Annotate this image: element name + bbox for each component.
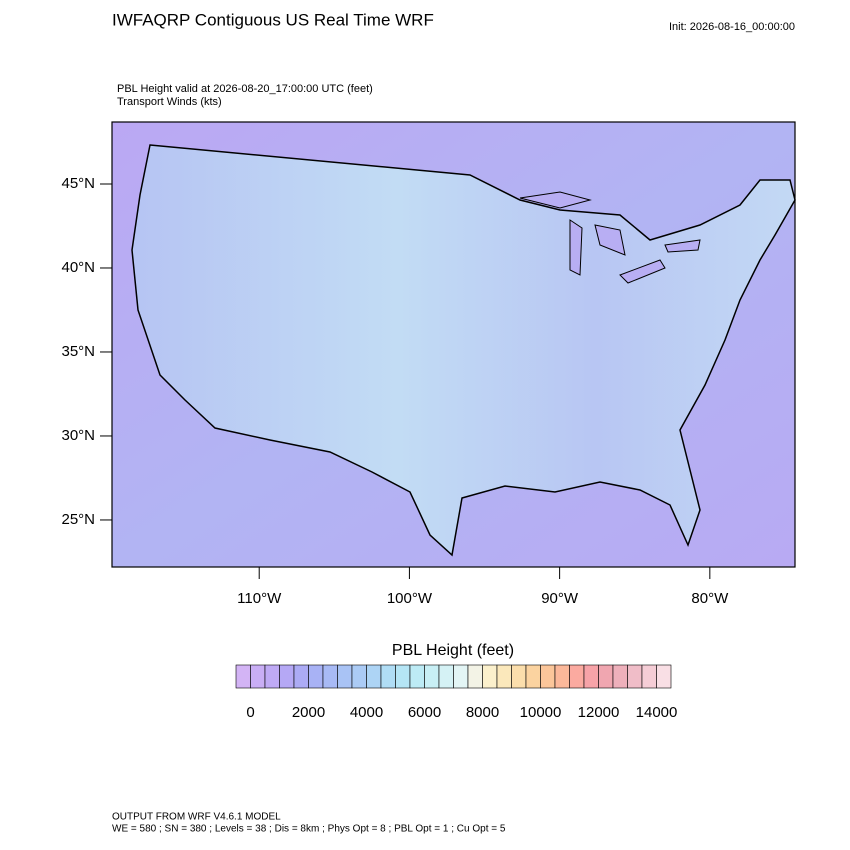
- colorbar-box: [656, 664, 672, 689]
- colorbar-box: [453, 664, 469, 689]
- colorbar-box: [337, 664, 353, 689]
- wind-line: Transport Winds (kts): [117, 96, 222, 108]
- colorbar-box: [322, 664, 338, 689]
- colorbar-label: 8000: [466, 704, 499, 721]
- colorbar-box: [438, 664, 454, 689]
- colorbar-label: 10000: [520, 704, 562, 721]
- colorbar-box: [264, 664, 280, 689]
- colorbar-box: [496, 664, 512, 689]
- colorbar-box: [482, 664, 498, 689]
- x-tick-label: 110°W: [237, 590, 282, 607]
- colorbar-box: [583, 664, 599, 689]
- colorbar-box: [511, 664, 527, 689]
- colorbar-label: 2000: [292, 704, 325, 721]
- colorbar-label: 14000: [636, 704, 678, 721]
- y-tick-label: 45°N: [61, 175, 95, 192]
- x-tick-label: 90°W: [541, 590, 579, 607]
- colorbar-label: 12000: [578, 704, 620, 721]
- colorbar-box: [395, 664, 411, 689]
- colorbar-box: [293, 664, 309, 689]
- field-line: PBL Height valid at 2026-08-20_17:00:00 …: [117, 83, 373, 95]
- colorbar-box: [308, 664, 324, 689]
- colorbar-title: PBL Height (feet): [392, 642, 514, 659]
- colorbar-box: [250, 664, 266, 689]
- colorbar-label: 6000: [408, 704, 441, 721]
- colorbar-box: [366, 664, 382, 689]
- colorbar-box: [467, 664, 483, 689]
- x-tick-label: 100°W: [387, 590, 433, 607]
- init-time: Init: 2026-08-16_00:00:00: [669, 21, 795, 33]
- y-tick-label: 30°N: [61, 427, 95, 444]
- colorbar-box: [279, 664, 295, 689]
- colorbar-box: [525, 664, 541, 689]
- colorbar-box: [612, 664, 628, 689]
- y-tick-label: 25°N: [61, 511, 95, 528]
- map: [111, 121, 796, 568]
- colorbar-box: [641, 664, 657, 689]
- great-lakes: [519, 191, 701, 284]
- colorbar-label: 4000: [350, 704, 383, 721]
- y-tick-label: 40°N: [61, 259, 95, 276]
- map-frame: [111, 121, 796, 568]
- colorbar-box: [235, 664, 251, 689]
- colorbar-box: [409, 664, 425, 689]
- colorbar-box: [540, 664, 556, 689]
- x-tick-label: 80°W: [691, 590, 729, 607]
- colorbar-box: [627, 664, 643, 689]
- y-tick-label: 35°N: [61, 343, 95, 360]
- colorbar-box: [569, 664, 585, 689]
- title: IWFAQRP Contiguous US Real Time WRF: [112, 10, 434, 29]
- colorbar-box: [380, 664, 396, 689]
- colorbar-label: 0: [246, 704, 254, 721]
- colorbar-box: [554, 664, 570, 689]
- land: [131, 144, 796, 557]
- colorbar-box: [351, 664, 367, 689]
- colorbar-box: [598, 664, 614, 689]
- colorbar-box: [424, 664, 440, 689]
- footer-line: WE = 580 ; SN = 380 ; Levels = 38 ; Dis …: [112, 824, 506, 835]
- footer-line: OUTPUT FROM WRF V4.6.1 MODEL: [112, 812, 281, 823]
